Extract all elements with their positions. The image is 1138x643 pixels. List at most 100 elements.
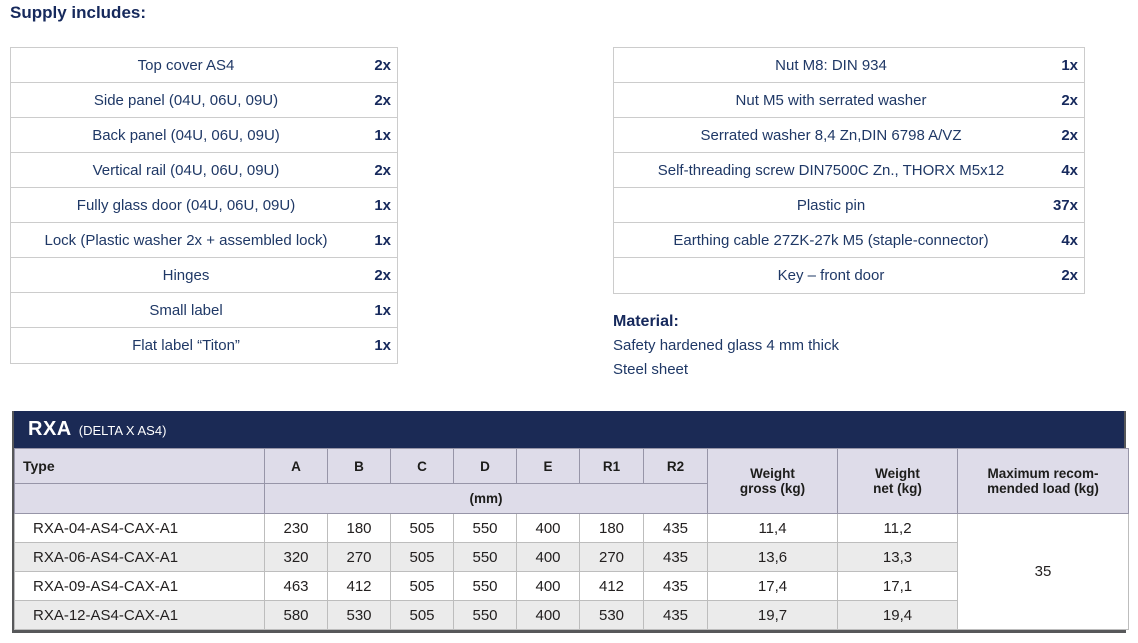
supply-row: Plastic pin 37x [614,188,1084,223]
supply-item-qty: 4x [1061,231,1078,249]
supply-table-left: Top cover AS4 2x Side panel (04U, 06U, 09U… [10,47,398,364]
spec-header-weight-net: Weight net (kg) [837,448,958,514]
spec-weight-net-cell: 13,3 [837,542,958,572]
supply-item-qty: 1x [374,126,391,144]
spec-dim-cell: 270 [327,542,391,572]
supply-row: Back panel (04U, 06U, 09U) 1x [11,118,397,153]
spec-header-dim: D [453,448,517,484]
supply-item-qty: 37x [1052,196,1078,214]
supply-row: Fully glass door (04U, 06U, 09U) 1x [11,188,397,223]
spec-table-title-suffix: (DELTA X AS4) [78,423,167,438]
supply-item-label: Serrated washer 8,4 Zn,DIN 6798 A/VZ [700,126,962,144]
supply-item-label: Hinges [162,266,210,284]
supply-item-qty: 2x [374,161,391,179]
supply-item-label: Plastic pin [796,196,866,214]
supply-row: Flat label “Titon” 1x [11,328,397,363]
spec-header-dim: C [390,448,454,484]
material-line: Steel sheet [613,361,689,378]
supply-item-qty: 2x [1061,267,1078,284]
supply-row: Side panel (04U, 06U, 09U) 2x [11,83,397,118]
spec-type-cell: RXA-12-AS4-CAX-A1 [14,600,265,630]
spec-dim-cell: 530 [327,600,391,630]
spec-header-row: Type A B C D E R1 R2 Weight gross (kg) Weight net… [14,448,1129,514]
supply-row: Self-threading screw DIN7500C Zn., THORX… [614,153,1084,188]
spec-dim-cell: 505 [390,600,454,630]
spec-table-title-band: RXA (DELTA X AS4) [14,411,1124,448]
supply-row: Earthing cable 27ZK-27k M5 (staple-conne… [614,223,1084,258]
supply-item-label: Nut M5 with serrated washer [735,91,927,109]
spec-weight-net-cell: 17,1 [837,571,958,601]
spec-dim-cell: 400 [516,571,580,601]
spec-dim-cell: 230 [264,513,328,543]
supply-item-qty: 4x [1061,161,1078,179]
spec-header-dim: B [327,448,391,484]
spec-weight-net-cell: 19,4 [837,600,958,630]
spec-weight-gross-cell: 17,4 [707,571,838,601]
supply-row: Lock (Plastic washer 2x + assembled lock… [11,223,397,258]
spec-table-title: RXA [28,418,72,440]
supply-row: Top cover AS4 2x [11,48,397,83]
supply-item-qty: 1x [374,231,391,249]
spec-dim-cell: 435 [643,571,708,601]
spec-type-cell: RXA-06-AS4-CAX-A1 [14,542,265,572]
spec-table: Type A B C D E R1 R2 Weight gross (kg) Weight net… [14,448,1129,630]
spec-type-cell: RXA-09-AS4-CAX-A1 [14,571,265,601]
spec-weight-net-cell: 11,2 [837,513,958,543]
spec-dim-cell: 180 [327,513,391,543]
spec-type-cell: RXA-04-AS4-CAX-A1 [14,513,265,543]
supply-item-label: Key – front door [777,267,885,284]
supply-item-label: Top cover AS4 [137,56,235,74]
spec-dim-cell: 435 [643,513,708,543]
supply-row: Small label 1x [11,293,397,328]
spec-weight-gross-cell: 11,4 [707,513,838,543]
supply-table-right: Nut M8: DIN 934 1x Nut M5 with serrated wa… [613,47,1085,294]
spec-data-row: RXA-12-AS4-CAX-A1 580 530 505 550 400 530 435 19… [14,600,1129,630]
supply-item-label: Back panel (04U, 06U, 09U) [92,126,280,144]
supply-row: Hinges 2x [11,258,397,293]
supply-item-label: Self-threading screw DIN7500C Zn., THORX… [657,161,1005,179]
supply-item-qty: 1x [374,196,391,214]
supply-item-qty: 1x [1061,56,1078,74]
material-line: Safety hardened glass 4 mm thick [613,337,839,354]
supply-item-label: Nut M8: DIN 934 [775,56,887,74]
spec-dim-cell: 435 [643,600,708,630]
spec-weight-gross-cell: 19,7 [707,600,838,630]
spec-dim-cell: 412 [579,571,644,601]
spec-dim-cell: 530 [579,600,644,630]
supply-item-label: Lock (Plastic washer 2x + assembled lock… [44,231,328,249]
spec-dim-cell: 180 [579,513,644,543]
spec-header-max-load: Maximum recom- mended load (kg) [957,448,1129,514]
spec-dim-cell: 505 [390,571,454,601]
spec-dim-cell: 550 [453,542,517,572]
spec-dim-cell: 550 [453,600,517,630]
supply-item-label: Side panel (04U, 06U, 09U) [93,91,279,109]
spec-dim-cell: 320 [264,542,328,572]
spec-dim-cell: 505 [390,542,454,572]
spec-data-row: RXA-06-AS4-CAX-A1 320 270 505 550 400 270 435 13… [14,542,1129,572]
spec-header-dim: A [264,448,328,484]
spec-unit-empty [14,483,265,514]
spec-dim-cell: 550 [453,571,517,601]
supply-item-label: Flat label “Titon” [132,337,240,354]
supply-item-qty: 2x [374,56,391,74]
spec-max-load-cell: 35 [957,513,1129,630]
supply-item-qty: 1x [374,337,391,354]
spec-dim-cell: 580 [264,600,328,630]
spec-dim-cell: 400 [516,600,580,630]
material-section: Material: Safety hardened glass 4 mm thi… [613,310,839,382]
supply-item-label: Earthing cable 27ZK-27k M5 (staple-conne… [673,231,989,249]
supply-item-label: Small label [149,301,223,319]
supply-includes-heading: Supply includes: [10,3,147,22]
spec-weight-gross-cell: 13,6 [707,542,838,572]
supply-item-qty: 1x [374,301,391,319]
supply-row: Vertical rail (04U, 06U, 09U) 2x [11,153,397,188]
spec-dim-cell: 400 [516,513,580,543]
material-heading: Material: [613,313,679,330]
supply-row: Nut M5 with serrated washer 2x [614,83,1084,118]
supply-item-label: Vertical rail (04U, 06U, 09U) [92,161,280,179]
supply-row: Key – front door 2x [614,258,1084,293]
spec-table-wrap: RXA (DELTA X AS4) Type A B C D E R1 R2 Weight gr… [12,411,1129,633]
supply-item-qty: 2x [374,266,391,284]
supply-item-qty: 2x [1061,91,1078,109]
spec-dim-cell: 505 [390,513,454,543]
